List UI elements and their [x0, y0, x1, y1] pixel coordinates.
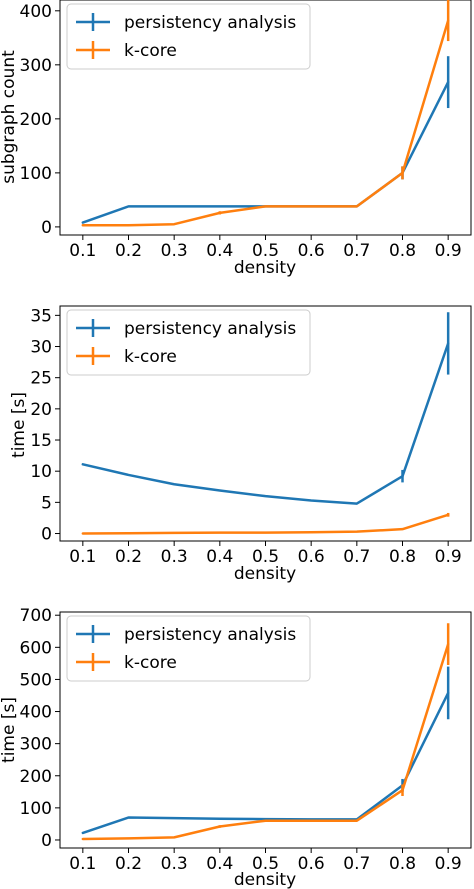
y-tick-label: 25 [30, 369, 52, 389]
legend: persistency analysis k-core [66, 3, 311, 70]
y-tick-label: 20 [30, 400, 52, 420]
x-tick-label: 0.1 [69, 547, 96, 567]
x-tick-label: 0.8 [389, 854, 416, 874]
y-tick-label: 15 [30, 431, 52, 451]
y-tick-label: 100 [20, 164, 52, 184]
y-tick-label: 0 [41, 525, 52, 545]
x-tick-label: 0.6 [298, 854, 325, 874]
series-line-persistency [81, 80, 450, 224]
chart-panel-subgraph-count: 0.1 0.2 0.3 0.4 0.5 0.6 0.7 0.8 0.9 0 100 200 300 400… [0, 0, 472, 278]
y-tick-label: 200 [20, 767, 52, 787]
x-tick-label: 0.9 [435, 854, 462, 874]
x-tick-label: 0.5 [252, 547, 279, 567]
chart-panel-time-3: 0.1 0.2 0.3 0.4 0.5 0.6 0.7 0.8 0.9 0 100 200 300 400… [0, 606, 472, 889]
y-axis-label: time [s] [0, 697, 19, 763]
y-tick-label: 400 [20, 703, 52, 723]
x-tick-label: 0.8 [389, 547, 416, 567]
legend-label-persistency: persistency analysis [124, 625, 296, 645]
x-tick-label: 0.3 [161, 854, 188, 874]
series-line-persistency [81, 342, 450, 505]
x-tick-label: 0.4 [206, 241, 233, 261]
legend-label-persistency: persistency analysis [124, 13, 296, 33]
x-tick-label: 0.7 [343, 547, 370, 567]
y-tick-label: 10 [30, 462, 52, 482]
series-line-kcore [81, 642, 450, 841]
x-tick-label: 0.6 [298, 547, 325, 567]
series-layer [81, 623, 450, 841]
x-tick-label: 0.1 [69, 241, 96, 261]
x-axis-label: density [234, 564, 296, 584]
x-tick-label: 0.2 [115, 854, 142, 874]
x-tick-label: 0.7 [343, 241, 370, 261]
x-tick-label: 0.3 [161, 547, 188, 567]
x-tick-label: 0.2 [115, 547, 142, 567]
axis-ticks: 0.1 0.2 0.3 0.4 0.5 0.6 0.7 0.8 0.9 0 100 200 300 400… [20, 606, 462, 874]
y-tick-label: 700 [20, 606, 52, 626]
x-axis-label: density [234, 258, 296, 278]
chart-panel-time-2: 0.1 0.2 0.3 0.4 0.5 0.6 0.7 0.8 0.9 0 5 10 15 20 25 30 3… [9, 305, 472, 584]
series-line-kcore [81, 19, 450, 227]
axis-ticks: 0.1 0.2 0.3 0.4 0.5 0.6 0.7 0.8 0.9 0 5 10 15 20 25 30 3… [30, 306, 461, 567]
x-tick-label: 0.8 [389, 241, 416, 261]
series-line-kcore [81, 513, 450, 535]
legend-label-persistency: persistency analysis [124, 319, 296, 339]
y-tick-label: 300 [20, 735, 52, 755]
x-tick-label: 0.3 [161, 241, 188, 261]
y-tick-label: 500 [20, 670, 52, 690]
legend: persistency analysis k-core [66, 309, 311, 376]
legend: persistency analysis k-core [66, 615, 311, 682]
series-layer [81, 0, 450, 227]
y-tick-label: 400 [20, 2, 52, 22]
x-tick-label: 0.5 [252, 854, 279, 874]
x-tick-label: 0.4 [206, 547, 233, 567]
legend-box [66, 309, 311, 376]
y-axis-label: time [s] [9, 392, 29, 458]
x-tick-label: 0.6 [298, 241, 325, 261]
y-tick-label: 300 [20, 56, 52, 76]
series-line-persistency [81, 691, 450, 835]
legend-label-kcore: k-core [124, 41, 177, 61]
x-tick-label: 0.9 [435, 241, 462, 261]
x-axis-label: density [234, 870, 296, 889]
y-tick-label: 5 [41, 493, 52, 513]
legend-label-kcore: k-core [124, 347, 177, 367]
series-layer [81, 312, 450, 535]
y-tick-label: 30 [30, 338, 52, 358]
legend-box [66, 615, 311, 682]
y-tick-label: 100 [20, 799, 52, 819]
x-tick-label: 0.2 [115, 241, 142, 261]
axis-ticks: 0.1 0.2 0.3 0.4 0.5 0.6 0.7 0.8 0.9 0 100 200 300 400 [20, 2, 462, 261]
legend-box [66, 3, 311, 70]
x-tick-label: 0.7 [343, 854, 370, 874]
y-tick-label: 35 [30, 306, 52, 326]
x-tick-label: 0.9 [435, 547, 462, 567]
y-tick-label: 200 [20, 110, 52, 130]
y-tick-label: 0 [41, 831, 52, 851]
legend-label-kcore: k-core [124, 653, 177, 673]
y-tick-label: 600 [20, 638, 52, 658]
x-tick-label: 0.5 [252, 241, 279, 261]
y-axis-label: subgraph count [0, 50, 19, 184]
y-tick-label: 0 [41, 218, 52, 238]
x-tick-label: 0.1 [69, 854, 96, 874]
x-tick-label: 0.4 [206, 854, 233, 874]
